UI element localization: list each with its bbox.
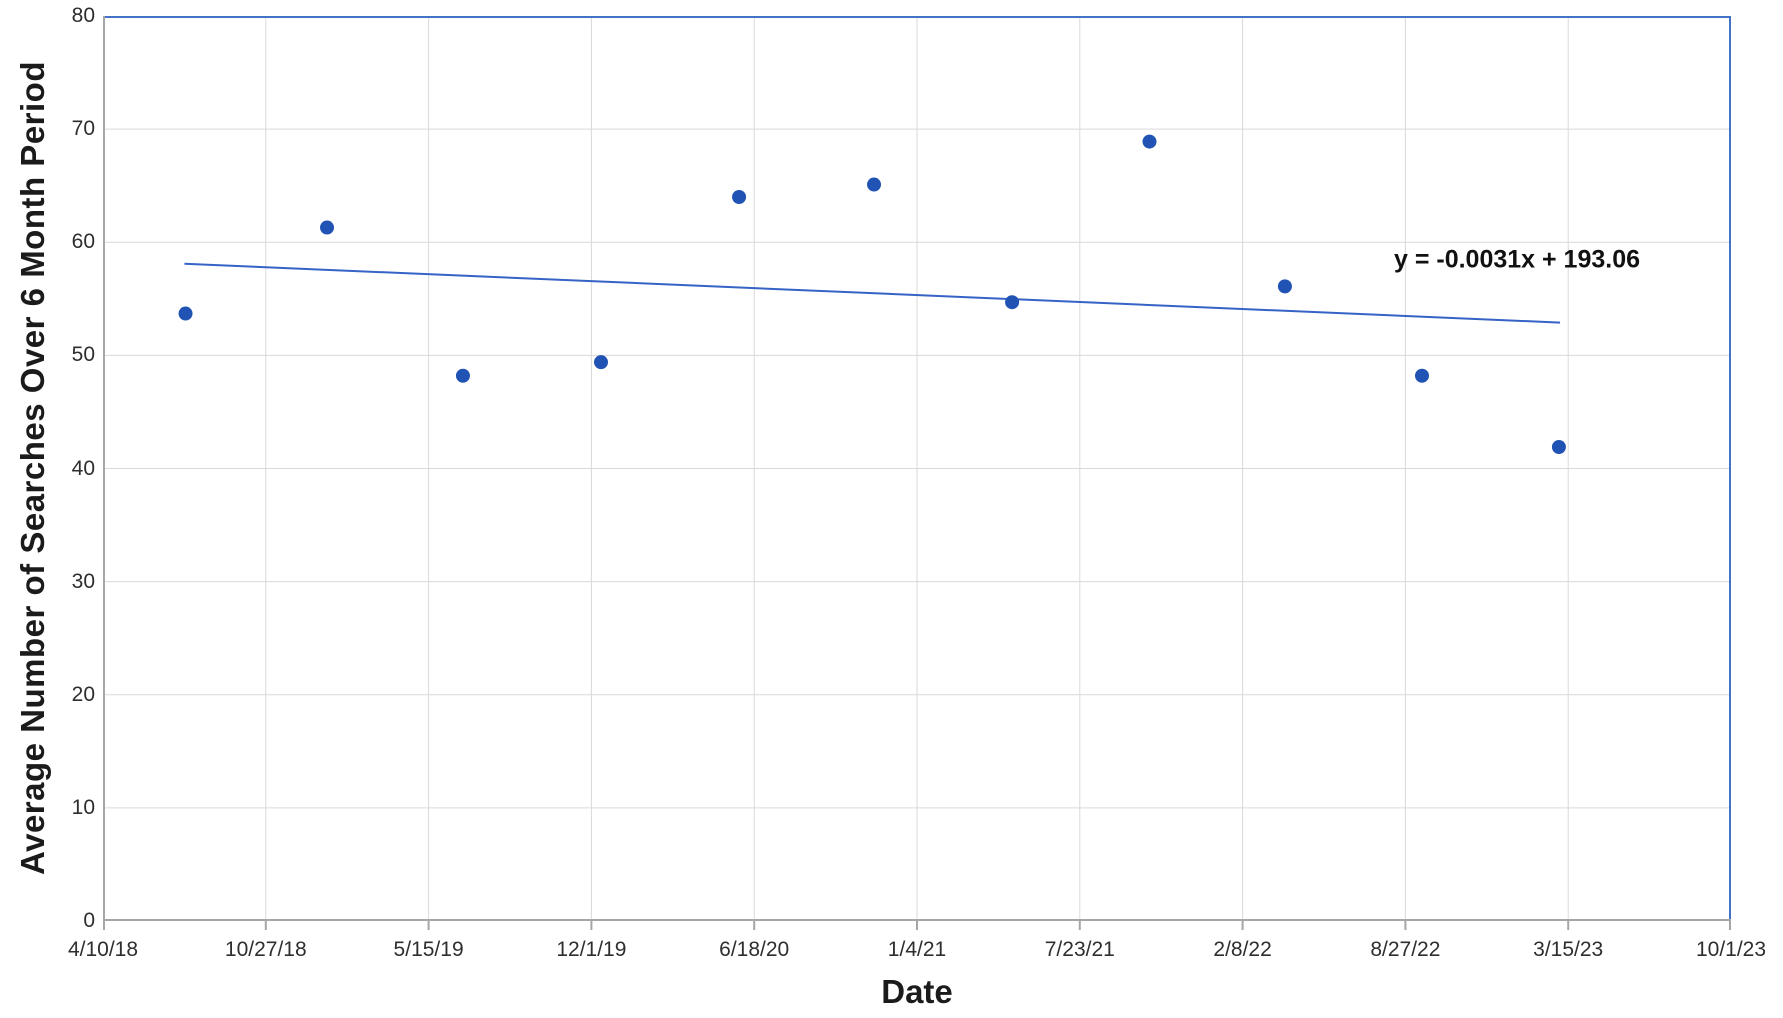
scatter-point bbox=[1142, 134, 1157, 149]
trendline-equation-label: y = -0.0031x + 193.06 bbox=[1393, 245, 1641, 274]
scatter-point bbox=[594, 355, 609, 370]
y-tick-label: 10 bbox=[71, 795, 95, 819]
x-tick-label: 10/27/18 bbox=[224, 938, 307, 961]
y-tick-label: 40 bbox=[71, 456, 95, 480]
scatter-point bbox=[1005, 295, 1020, 310]
y-tick-label: 50 bbox=[71, 343, 95, 367]
plot-canvas bbox=[103, 16, 1731, 930]
y-tick-label: 60 bbox=[71, 230, 95, 254]
scatter-point bbox=[320, 220, 335, 235]
y-tick-label: 20 bbox=[71, 682, 95, 706]
x-tick-label: 3/15/23 bbox=[1533, 938, 1604, 961]
y-tick-label: 30 bbox=[71, 569, 95, 593]
x-tick-label: 6/18/20 bbox=[719, 938, 790, 961]
scatter-point bbox=[732, 190, 747, 204]
scatter-point bbox=[1551, 440, 1566, 455]
y-tick-label: 0 bbox=[83, 909, 95, 932]
x-tick-label: 10/1/23 bbox=[1695, 938, 1767, 961]
scatter-point bbox=[867, 177, 882, 192]
y-tick-label: 70 bbox=[71, 117, 95, 141]
y-tick-label: 80 bbox=[71, 4, 95, 27]
x-tick-label: 7/23/21 bbox=[1044, 938, 1115, 961]
trendline bbox=[184, 262, 1561, 324]
x-tick-label: 4/10/18 bbox=[67, 938, 139, 961]
x-tick-label: 1/4/21 bbox=[887, 938, 947, 961]
x-tick-label: 8/27/22 bbox=[1370, 938, 1441, 961]
x-tick-label: 5/15/19 bbox=[393, 938, 464, 961]
plot-area bbox=[103, 16, 1731, 930]
x-tick-label: 12/1/19 bbox=[556, 938, 627, 961]
scatter-point bbox=[455, 368, 470, 383]
scatter-point bbox=[178, 306, 193, 321]
scatter-point bbox=[1415, 368, 1430, 383]
scatter-point bbox=[1277, 279, 1292, 294]
x-axis-title: Date bbox=[881, 973, 953, 1010]
x-tick-label: 2/8/22 bbox=[1213, 938, 1272, 961]
